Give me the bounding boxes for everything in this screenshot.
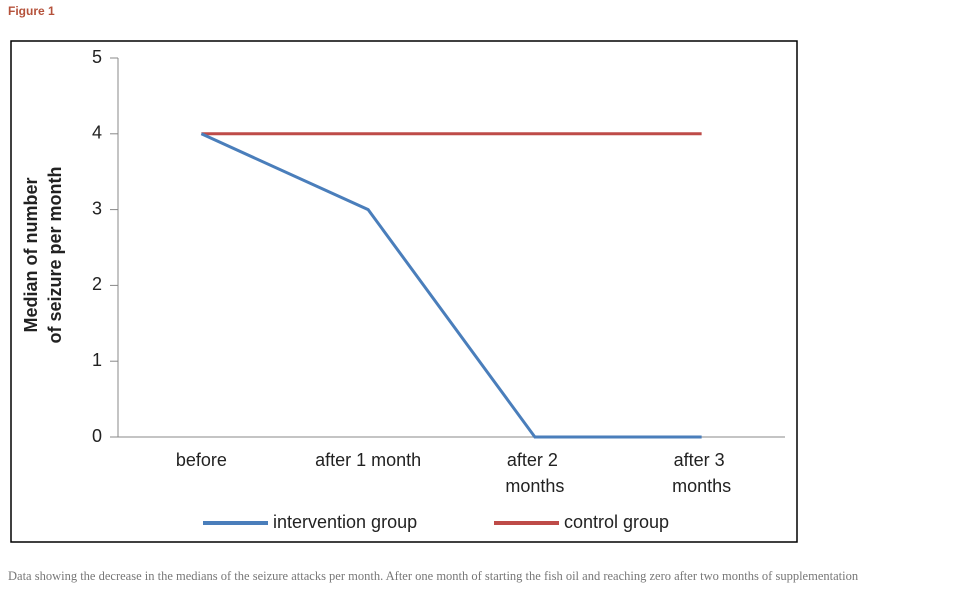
y-tick-label: 4 <box>92 123 102 143</box>
y-axis-title: of seizure per month <box>45 166 65 343</box>
y-tick-label: 1 <box>92 350 102 370</box>
caption: Data showing the decrease in the medians… <box>8 569 859 583</box>
y-tick-label: 2 <box>92 274 102 294</box>
legend-label: intervention group <box>273 512 417 532</box>
y-axis-title: Median of number <box>21 177 41 332</box>
legend-label: control group <box>564 512 669 532</box>
x-tick-label: after 3 months <box>672 450 731 496</box>
x-tick-label: after 2 months <box>505 450 564 496</box>
y-tick-label: 0 <box>92 426 102 446</box>
series-line <box>200 132 702 439</box>
figure-label: Figure 1 <box>8 4 55 18</box>
chart-frame <box>10 40 798 543</box>
y-tick-label: 5 <box>92 47 102 67</box>
x-tick-label: before <box>176 450 227 470</box>
x-tick-label: after 1 month <box>315 450 421 470</box>
y-tick-label: 3 <box>92 198 102 218</box>
